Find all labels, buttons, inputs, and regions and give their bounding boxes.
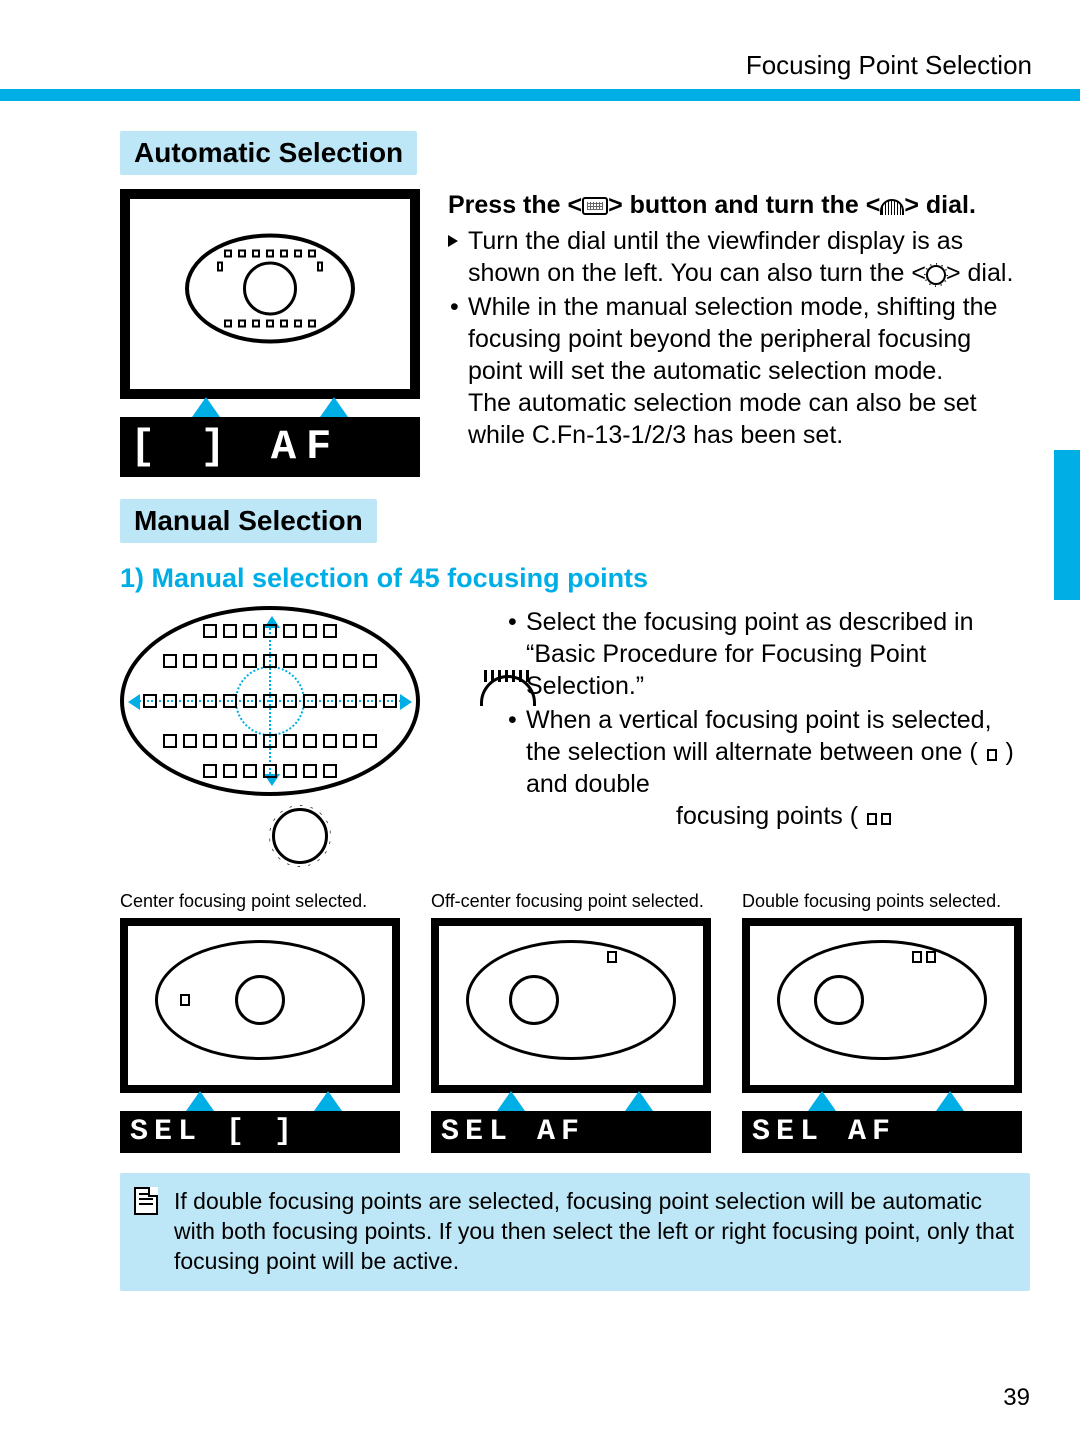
viewfinder-diagram-auto (120, 189, 420, 399)
auto-instructions: Press the < > button and turn the < > dial… (448, 189, 1030, 477)
quick-dial-icon (926, 265, 946, 285)
quick-dial-big-icon (272, 808, 328, 864)
caption-offcenter: Off-center focusing point selected. (431, 891, 719, 912)
single-point-icon (987, 749, 997, 761)
viewfinder-double (742, 918, 1022, 1093)
note-box: If double focusing points are selected, … (120, 1173, 1030, 1291)
caption-double: Double focusing points selected. (742, 891, 1030, 912)
lcd-double: SEL AF (742, 1111, 1022, 1153)
txt: The automatic selection mode can also be… (468, 389, 977, 449)
bullet: When a vertical focusing point is select… (506, 704, 1030, 832)
viewfinder-offcenter (431, 918, 711, 1093)
lcd-readout-auto: [ ] AF (120, 417, 420, 477)
txt: Press the < (448, 191, 582, 219)
double-point-icon (867, 813, 877, 825)
txt: focusing points ( (676, 802, 865, 830)
chip-automatic: Automatic Selection (120, 131, 417, 175)
note-icon (134, 1187, 158, 1215)
txt: While in the manual selection mode, shif… (468, 293, 997, 385)
manual-instructions: Select the focusing point as described i… (506, 606, 1030, 869)
caption-center: Center focusing point selected. (120, 891, 408, 912)
viewfinder-center (120, 918, 400, 1093)
txt: When a vertical focusing point is select… (526, 706, 992, 766)
note-text: If double focusing points are selected, … (174, 1188, 1014, 1274)
af-grid-diagram (120, 606, 420, 796)
page-header: Focusing Point Selection (0, 50, 1032, 89)
lcd-offcenter: SEL AF (431, 1111, 711, 1153)
lcd-center: SEL [ ] (120, 1111, 400, 1153)
txt: > dial. (904, 191, 976, 219)
section-tab (1054, 450, 1080, 600)
txt: > dial. (946, 259, 1013, 287)
txt: Turn the dial until the viewfinder displ… (468, 227, 963, 287)
bullet: Select the focusing point as described i… (506, 606, 1030, 702)
manual-subtitle: 1) Manual selection of 45 focusing point… (120, 563, 1030, 594)
page-number: 39 (1003, 1384, 1030, 1412)
header-rule (0, 89, 1080, 101)
chip-manual: Manual Selection (120, 499, 377, 543)
bullet: While in the manual selection mode, shif… (448, 291, 1030, 451)
af-point-button-icon (582, 197, 608, 215)
bullet: Turn the dial until the viewfinder displ… (448, 225, 1030, 289)
txt: > button and turn the < (608, 191, 880, 219)
main-dial-icon (880, 199, 904, 215)
double-point-icon (881, 813, 891, 825)
